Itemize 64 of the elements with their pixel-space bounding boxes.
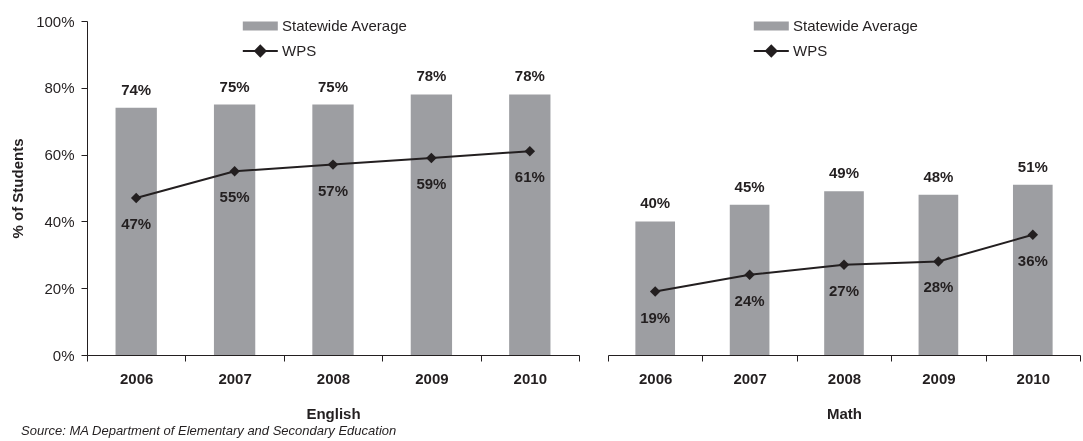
y-tick-label: 80% — [44, 79, 75, 97]
bar — [918, 194, 959, 355]
data-label: 48% — [923, 167, 954, 185]
point — [933, 256, 944, 267]
data-label: 19% — [640, 308, 671, 326]
point — [838, 259, 850, 271]
x-tick-label: 2007 — [218, 369, 252, 387]
legend-label: WPS — [793, 42, 828, 59]
data-label: 49% — [828, 164, 860, 182]
data-label: 51% — [1017, 157, 1048, 175]
x-tick-label: 2008 — [316, 369, 351, 387]
y-tick-label: 60% — [44, 146, 75, 164]
bar — [635, 221, 676, 355]
data-label: 36% — [1017, 251, 1048, 269]
data-label: 75% — [219, 77, 250, 95]
x-tick-label: 2009 — [922, 369, 956, 387]
y-tick-label: 40% — [44, 212, 75, 230]
data-label: 24% — [734, 291, 765, 309]
x-axis-title: English — [306, 404, 361, 422]
data-label: 74% — [121, 80, 152, 98]
y-tick-label: 0% — [52, 346, 75, 364]
x-tick-label: 2007 — [733, 369, 767, 387]
point — [524, 146, 536, 157]
bar — [115, 107, 157, 355]
data-label: 61% — [514, 168, 545, 186]
data-label: 27% — [828, 281, 860, 299]
data-label: 75% — [317, 77, 349, 95]
y-axis-title: % of Students — [9, 138, 27, 239]
bar — [312, 104, 354, 355]
bar — [824, 191, 864, 355]
x-tick-label: 2009 — [415, 369, 449, 387]
data-label: 40% — [640, 194, 671, 212]
x-tick-label: 2008 — [827, 369, 862, 387]
data-label: 55% — [219, 188, 250, 206]
data-label: 57% — [317, 181, 349, 199]
data-label: 78% — [416, 67, 447, 85]
point — [1027, 229, 1039, 240]
x-tick-label: 2010 — [1016, 369, 1050, 387]
x-tick-label: 2010 — [513, 369, 547, 387]
point — [130, 192, 142, 204]
bar — [509, 94, 551, 355]
data-label: 28% — [923, 278, 954, 296]
x-tick-label: 2006 — [120, 369, 154, 387]
bar — [410, 94, 453, 355]
bar — [729, 204, 770, 355]
data-label: 47% — [121, 215, 152, 233]
source-note: Source: MA Department of Elementary and Secondary Education — [21, 423, 397, 438]
legend-label: Statewide Average — [282, 17, 407, 34]
point — [649, 286, 661, 297]
data-label: 78% — [514, 67, 545, 85]
point — [744, 269, 755, 281]
point — [327, 159, 339, 170]
y-tick-label: 20% — [44, 279, 75, 297]
data-label: 45% — [734, 177, 765, 195]
y-tick-label: 100% — [36, 12, 75, 30]
x-tick-label: 2006 — [639, 369, 673, 387]
bar — [1012, 184, 1053, 355]
bar — [213, 104, 256, 355]
x-axis-title: Math — [827, 404, 862, 422]
point — [426, 152, 437, 164]
legend-label: WPS — [282, 42, 317, 59]
point — [229, 166, 240, 177]
data-label: 59% — [416, 174, 447, 192]
legend-label: Statewide Average — [793, 17, 918, 34]
